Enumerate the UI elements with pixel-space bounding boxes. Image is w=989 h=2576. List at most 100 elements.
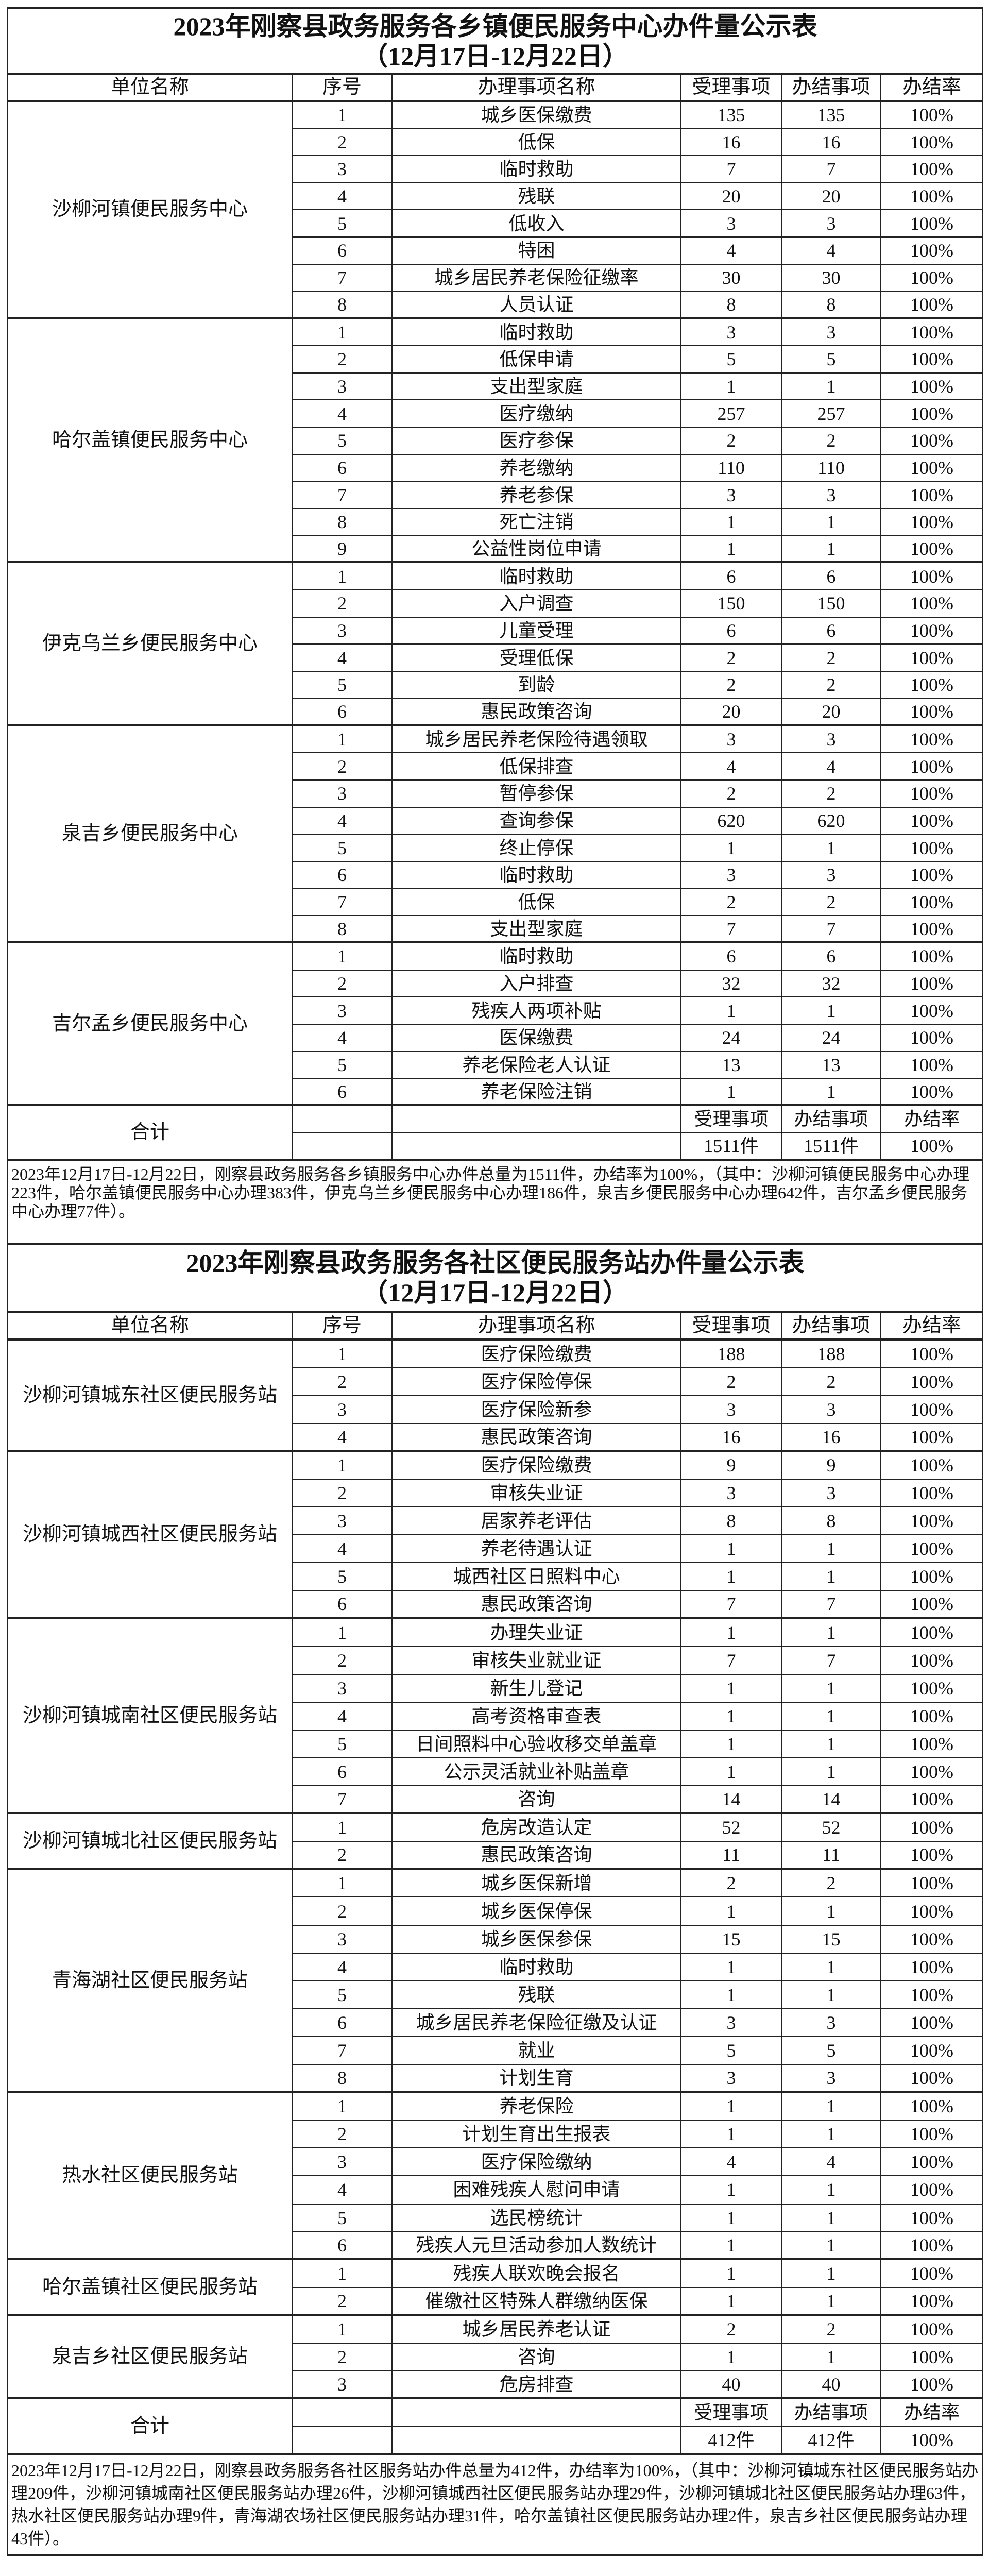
completed-count-cell: 5 <box>782 346 881 374</box>
completion-rate-cell: 100% <box>881 590 982 618</box>
completed-count-cell: 40 <box>782 2371 881 2400</box>
column-header: 办理事项名称 <box>393 75 681 102</box>
title-text: 2023年刚察县政务服务各乡镇便民服务中心办件量公示表 <box>173 11 817 41</box>
table-title: 2023年刚察县政务服务各乡镇便民服务中心办件量公示表 （12月17日-12月22… <box>8 9 982 75</box>
accepted-count-cell: 1 <box>681 373 782 401</box>
seq-cell: 9 <box>293 536 393 564</box>
seq-cell: 1 <box>293 319 393 346</box>
seq-cell: 4 <box>293 807 393 835</box>
seq-cell: 2 <box>293 753 393 781</box>
item-name-cell: 医疗保险新参 <box>393 1396 681 1424</box>
seq-cell: 1 <box>293 1340 393 1368</box>
completion-rate-cell: 100% <box>881 1368 982 1396</box>
completion-rate-cell: 100% <box>881 2205 982 2232</box>
accepted-count-cell: 1 <box>681 1563 782 1591</box>
total-value: 100% <box>881 1133 982 1161</box>
completed-count-cell: 2 <box>782 1368 881 1396</box>
item-name-cell: 审核失业证 <box>393 1480 681 1508</box>
accepted-count-cell: 1 <box>681 2260 782 2288</box>
item-name-cell: 计划生育出生报表 <box>393 2121 681 2149</box>
item-name-cell: 低保排查 <box>393 753 681 781</box>
item-name-cell: 高考资格审查表 <box>393 1702 681 1731</box>
accepted-count-cell: 3 <box>681 482 782 509</box>
seq-cell: 6 <box>293 699 393 726</box>
completed-count-cell: 2 <box>782 780 881 808</box>
accepted-count-cell: 1 <box>681 509 782 536</box>
completed-count-cell: 1 <box>782 509 881 536</box>
completion-rate-cell: 100% <box>881 563 982 591</box>
seq-cell: 1 <box>293 726 393 754</box>
accepted-count-cell: 1 <box>681 835 782 862</box>
accepted-count-cell: 4 <box>681 753 782 781</box>
seq-cell: 5 <box>293 1563 393 1591</box>
item-name-cell: 死亡注销 <box>393 509 681 536</box>
completion-rate-cell: 100% <box>881 2232 982 2260</box>
accepted-count-cell: 620 <box>681 807 782 835</box>
accepted-count-cell: 1 <box>681 1953 782 1981</box>
completed-count-cell: 2 <box>782 2315 881 2344</box>
completion-rate-cell: 100% <box>881 1452 982 1480</box>
item-name-cell: 暂停参保 <box>393 780 681 808</box>
completed-count-cell: 1 <box>782 1619 881 1647</box>
accepted-count-cell: 16 <box>681 1423 782 1452</box>
item-name-cell: 催缴社区特殊人群缴纳医保 <box>393 2287 681 2316</box>
item-name-cell: 支出型家庭 <box>393 916 681 943</box>
accepted-count-cell: 4 <box>681 238 782 265</box>
seq-cell: 2 <box>293 1647 393 1675</box>
completed-count-cell: 3 <box>782 482 881 509</box>
item-name-cell: 咨询 <box>393 1786 681 1815</box>
seq-cell: 3 <box>293 1396 393 1424</box>
completed-count-cell: 1 <box>782 2093 881 2121</box>
completed-count-cell: 110 <box>782 454 881 482</box>
unit-name: 沙柳河镇便民服务中心 <box>8 101 293 319</box>
seq-cell: 5 <box>293 1730 393 1758</box>
completion-rate-cell: 100% <box>881 1814 982 1842</box>
completed-count-cell: 620 <box>782 807 881 835</box>
total-column-header: 办结事项 <box>782 2399 881 2428</box>
seq-cell: 1 <box>293 563 393 591</box>
completion-rate-cell: 100% <box>881 292 982 319</box>
completion-rate-cell: 100% <box>881 1703 982 1731</box>
accepted-count-cell: 14 <box>681 1786 782 1815</box>
accepted-count-cell: 2 <box>681 889 782 917</box>
total-label: 合计 <box>8 1106 293 1161</box>
item-name-cell: 医疗保险缴纳 <box>393 2148 681 2177</box>
completed-count-cell: 8 <box>782 292 881 319</box>
accepted-count-cell: 135 <box>681 101 782 129</box>
accepted-count-cell: 4 <box>681 2148 782 2177</box>
completed-count-cell: 3 <box>782 1480 881 1508</box>
completion-rate-cell: 100% <box>881 1619 982 1647</box>
completion-rate-cell: 100% <box>881 265 982 292</box>
data-table: 单位名称 序号 办理事项名称 受理事项 办结事项 办结率 沙柳河镇便民服务中心 1 城乡医保缴费… <box>8 75 982 1161</box>
completion-rate-cell: 100% <box>881 808 982 835</box>
completion-rate-cell: 100% <box>881 916 982 943</box>
accepted-count-cell: 1 <box>681 1702 782 1731</box>
seq-cell: 5 <box>293 1052 393 1079</box>
completion-rate-cell: 100% <box>881 2037 982 2065</box>
completion-rate-cell: 100% <box>881 400 982 428</box>
completion-rate-cell: 100% <box>881 536 982 564</box>
completion-rate-cell: 100% <box>881 455 982 482</box>
accepted-count-cell: 1 <box>681 1079 782 1107</box>
seq-cell: 6 <box>293 861 393 889</box>
accepted-count-cell: 8 <box>681 1507 782 1536</box>
seq-cell: 8 <box>293 509 393 536</box>
item-name-cell: 医疗保险缴费 <box>393 1451 681 1480</box>
accepted-count-cell: 1 <box>681 1674 782 1703</box>
seq-cell: 6 <box>293 454 393 482</box>
completed-count-cell: 8 <box>782 1507 881 1536</box>
completed-count-cell: 1 <box>782 2287 881 2316</box>
item-name-cell: 临时救助 <box>393 319 681 346</box>
item-name-cell: 低保申请 <box>393 346 681 374</box>
seq-cell: 4 <box>293 183 393 211</box>
accepted-count-cell: 20 <box>681 699 782 726</box>
completion-rate-cell: 100% <box>881 2288 982 2316</box>
completed-count-cell: 1 <box>782 835 881 862</box>
completion-rate-cell: 100% <box>881 1396 982 1424</box>
completed-count-cell: 2 <box>782 427 881 455</box>
item-name-cell: 临时救助 <box>393 943 681 971</box>
seq-cell: 4 <box>293 1423 393 1452</box>
seq-cell: 6 <box>293 238 393 265</box>
accepted-count-cell: 16 <box>681 129 782 157</box>
seq-cell: 7 <box>293 2037 393 2065</box>
